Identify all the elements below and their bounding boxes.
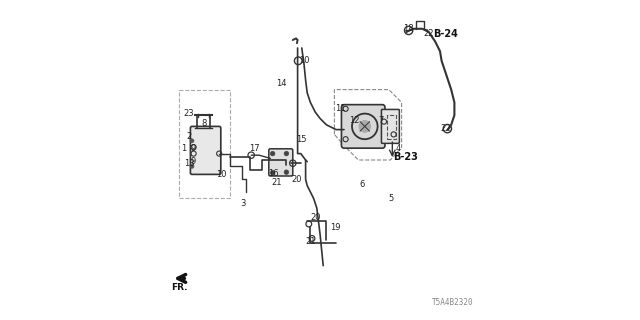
Text: 18: 18 — [403, 24, 414, 33]
Text: 22: 22 — [440, 124, 451, 132]
Circle shape — [284, 151, 289, 156]
FancyBboxPatch shape — [191, 126, 221, 174]
Text: B-23: B-23 — [393, 152, 418, 163]
Text: 1: 1 — [182, 144, 187, 153]
Text: 4: 4 — [396, 144, 401, 153]
Text: FR.: FR. — [172, 283, 188, 292]
Circle shape — [270, 151, 275, 156]
Text: 20: 20 — [291, 175, 301, 184]
Text: 17: 17 — [249, 144, 259, 153]
Text: 16: 16 — [268, 169, 278, 178]
Text: 20: 20 — [310, 213, 321, 222]
Text: 10: 10 — [216, 170, 227, 179]
Text: 2: 2 — [186, 132, 191, 140]
Text: 21: 21 — [306, 237, 316, 246]
FancyBboxPatch shape — [269, 149, 292, 176]
Text: 9: 9 — [191, 144, 196, 153]
Text: 3: 3 — [241, 199, 246, 208]
Text: 9: 9 — [191, 157, 196, 166]
Text: 12: 12 — [349, 116, 360, 124]
Text: 10: 10 — [300, 56, 310, 65]
Text: 5: 5 — [388, 194, 394, 203]
Text: 22: 22 — [423, 29, 433, 38]
Text: 23: 23 — [183, 109, 194, 118]
Text: 15: 15 — [296, 135, 307, 144]
Circle shape — [284, 170, 289, 174]
Circle shape — [270, 171, 275, 175]
Circle shape — [190, 139, 194, 143]
Text: 6: 6 — [359, 180, 364, 188]
FancyBboxPatch shape — [381, 109, 399, 143]
Circle shape — [190, 164, 194, 168]
FancyBboxPatch shape — [342, 105, 385, 148]
Text: 7: 7 — [378, 116, 383, 124]
Bar — [387, 115, 396, 139]
Text: 8: 8 — [201, 119, 206, 128]
Circle shape — [359, 121, 371, 132]
Text: 11: 11 — [335, 104, 346, 113]
Text: 21: 21 — [271, 178, 282, 187]
Text: 13: 13 — [184, 159, 195, 168]
Text: T5A4B2320: T5A4B2320 — [432, 298, 474, 307]
Text: B-24: B-24 — [434, 28, 458, 39]
Text: 19: 19 — [330, 223, 340, 232]
Text: 14: 14 — [276, 79, 286, 88]
